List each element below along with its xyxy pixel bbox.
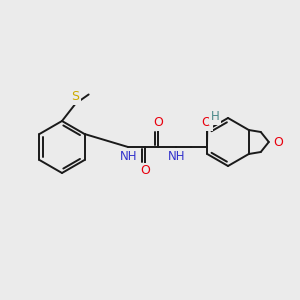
Text: NH: NH — [168, 149, 186, 163]
Text: NH: NH — [120, 151, 138, 164]
Text: O: O — [153, 116, 163, 130]
Text: S: S — [71, 90, 80, 103]
Text: H: H — [211, 110, 219, 124]
Text: O: O — [140, 164, 150, 178]
Text: O: O — [201, 116, 211, 130]
Text: O: O — [273, 136, 283, 148]
